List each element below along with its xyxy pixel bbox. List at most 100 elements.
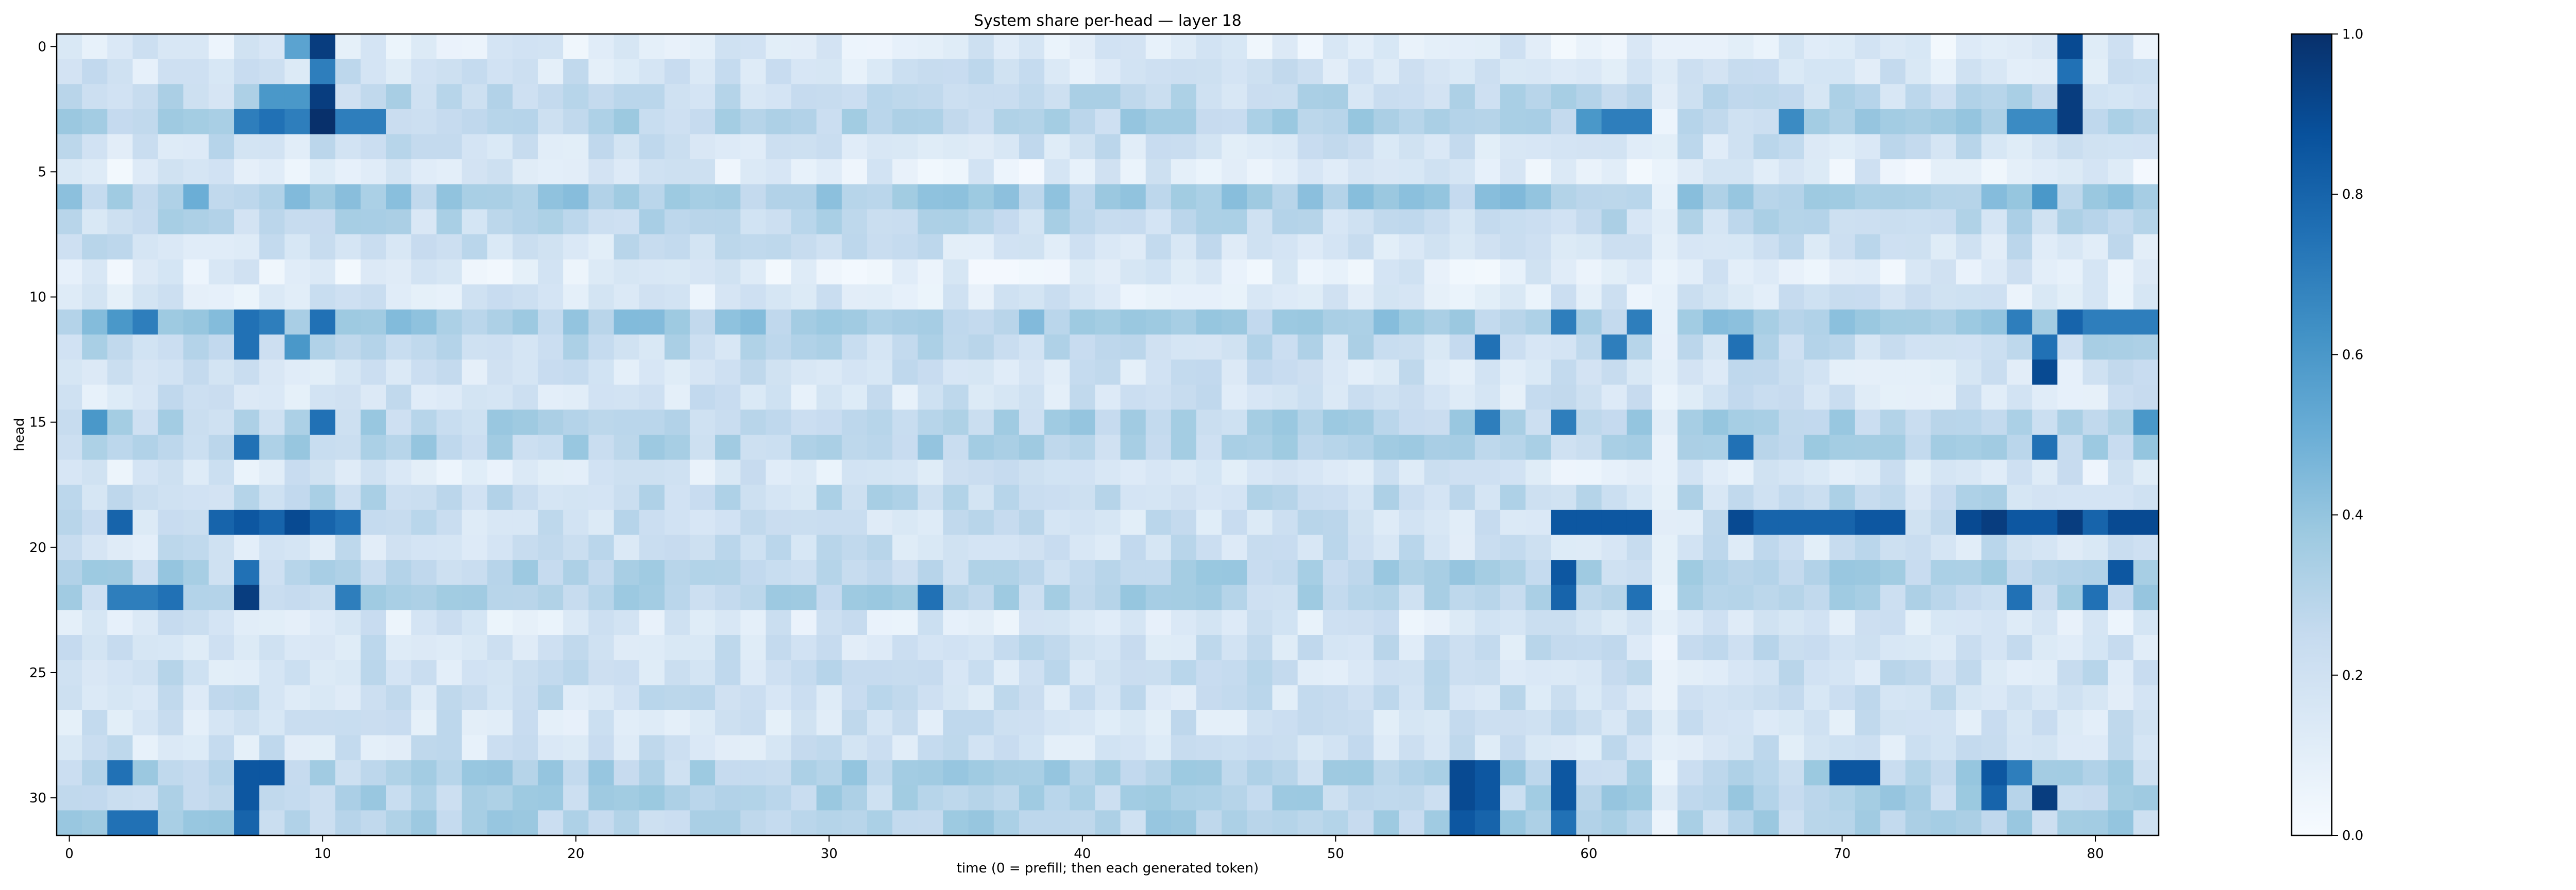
heatmap-cell — [563, 560, 589, 586]
heatmap-cell — [1956, 259, 1982, 285]
heatmap-cell — [1551, 209, 1577, 235]
heatmap-cell — [639, 509, 665, 536]
heatmap-cell — [816, 84, 842, 110]
heatmap-cell — [132, 59, 159, 84]
heatmap-cell — [82, 109, 108, 135]
heatmap-cell — [310, 435, 336, 460]
heatmap-cell — [1120, 509, 1146, 536]
heatmap-cell — [1475, 384, 1501, 410]
heatmap-cell — [1753, 735, 1780, 761]
heatmap-cell — [2108, 785, 2134, 811]
heatmap-cell — [689, 409, 716, 435]
heatmap-cell — [1728, 459, 1754, 485]
x-tick-label: 10 — [314, 846, 331, 862]
heatmap-cell — [639, 560, 665, 586]
heatmap-cell — [664, 509, 690, 536]
heatmap-cell — [107, 159, 133, 185]
heatmap-cell — [234, 635, 260, 661]
heatmap-cell — [1374, 360, 1399, 385]
heatmap-cell — [386, 84, 412, 110]
heatmap-cell — [487, 735, 513, 761]
heatmap-cell — [1247, 134, 1273, 160]
heatmap-cell — [1297, 735, 1324, 761]
heatmap-cell — [1272, 34, 1298, 60]
heatmap-cell — [1652, 309, 1678, 335]
heatmap-cell — [1449, 435, 1476, 460]
heatmap-cell — [1829, 710, 1855, 736]
heatmap-cell — [791, 585, 817, 610]
heatmap-cell — [259, 735, 285, 761]
heatmap-cell — [1171, 184, 1197, 210]
heatmap-cell — [2133, 810, 2159, 836]
heatmap-cell — [766, 334, 792, 360]
heatmap-cell — [1120, 810, 1146, 836]
heatmap-cell — [386, 184, 412, 210]
heatmap-cell — [867, 259, 893, 285]
heatmap-cell — [968, 384, 994, 410]
heatmap-cell — [639, 84, 665, 110]
heatmap-cell — [234, 184, 260, 210]
heatmap-cell — [1677, 509, 1703, 536]
heatmap-cell — [234, 785, 260, 811]
heatmap-cell — [1778, 685, 1805, 711]
heatmap-cell — [1449, 159, 1476, 185]
heatmap-cell — [1652, 635, 1678, 661]
heatmap-cell — [1526, 184, 1551, 210]
heatmap-cell — [2082, 710, 2109, 736]
heatmap-cell — [1829, 159, 1855, 185]
heatmap-cell — [664, 459, 690, 485]
heatmap-cell — [1652, 184, 1678, 210]
heatmap-cell — [1703, 610, 1728, 636]
heatmap-cell — [1475, 334, 1501, 360]
heatmap-cell — [1728, 259, 1754, 285]
heatmap-cell — [639, 735, 665, 761]
heatmap-cell — [386, 259, 412, 285]
heatmap-cell — [1753, 685, 1780, 711]
heatmap-cell — [1728, 660, 1754, 686]
heatmap-cell — [310, 710, 336, 736]
heatmap-cell — [841, 334, 868, 360]
heatmap-cell — [1626, 735, 1653, 761]
heatmap-cell — [1222, 509, 1247, 536]
heatmap-cell — [1930, 785, 1957, 811]
heatmap-cell — [1070, 735, 1096, 761]
heatmap-cell — [1171, 435, 1197, 460]
heatmap-cell — [968, 610, 994, 636]
heatmap-cell — [512, 384, 538, 410]
heatmap-cell — [1804, 409, 1830, 435]
heatmap-cell — [82, 785, 108, 811]
heatmap-cell — [335, 334, 361, 360]
heatmap-cell — [2007, 134, 2032, 160]
heatmap-cell — [1247, 109, 1273, 135]
heatmap-cell — [1374, 535, 1399, 560]
heatmap-cell — [1500, 660, 1526, 686]
heatmap-cell — [664, 560, 690, 586]
heatmap-cell — [107, 384, 133, 410]
heatmap-cell — [867, 109, 893, 135]
heatmap-cell — [1829, 109, 1855, 135]
heatmap-cell — [2082, 109, 2109, 135]
heatmap-cell — [791, 360, 817, 385]
heatmap-cell — [487, 685, 513, 711]
heatmap-cell — [335, 309, 361, 335]
heatmap-cell — [386, 735, 412, 761]
heatmap-cell — [1905, 435, 1931, 460]
heatmap-cell — [1500, 284, 1526, 310]
heatmap-cell — [968, 810, 994, 836]
heatmap-cell — [436, 384, 463, 410]
heatmap-cell — [1044, 735, 1070, 761]
heatmap-cell — [1601, 309, 1628, 335]
heatmap-cell — [2108, 685, 2134, 711]
heatmap-cell — [411, 34, 437, 60]
heatmap-cell — [1120, 84, 1146, 110]
heatmap-cell — [1500, 209, 1526, 235]
heatmap-cell — [360, 459, 386, 485]
heatmap-cell — [563, 735, 589, 761]
heatmap-cell — [1880, 660, 1906, 686]
heatmap-cell — [1272, 635, 1298, 661]
heatmap-cell — [1348, 535, 1374, 560]
heatmap-cell — [740, 360, 766, 385]
heatmap-cell — [740, 84, 766, 110]
heatmap-cell — [563, 184, 589, 210]
heatmap-cell — [1778, 59, 1805, 84]
